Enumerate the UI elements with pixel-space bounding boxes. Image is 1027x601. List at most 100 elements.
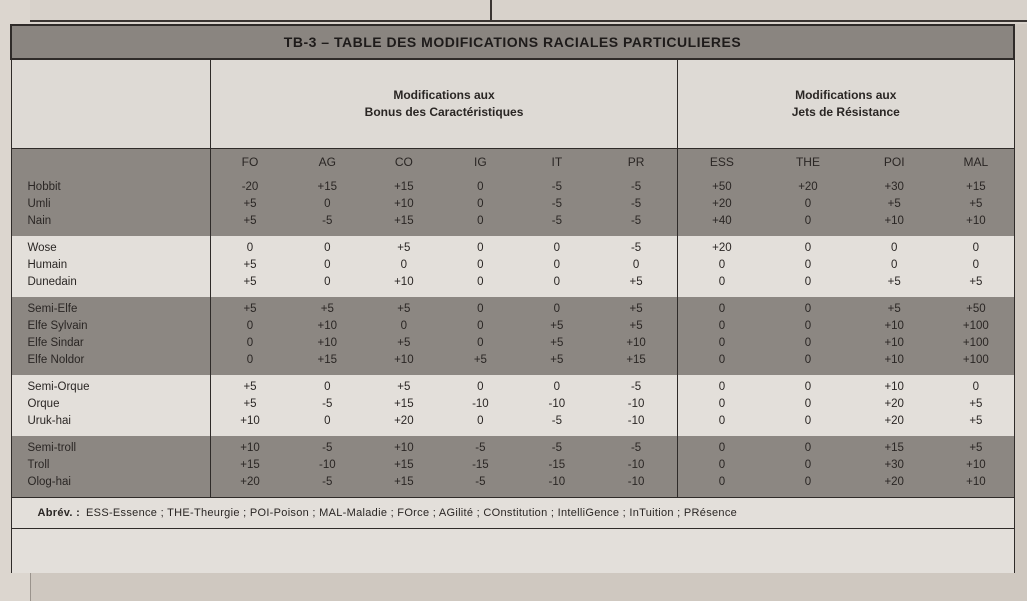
modifier-value: +10 <box>394 354 414 366</box>
modifier-cell-pr: -5 -5 -5 <box>595 175 677 236</box>
race-names: Semi-Elfe Elfe Sylvain Elfe Sindar Elfe Nol… <box>10 297 211 375</box>
modifier-value: -5 <box>322 398 333 410</box>
modifier-cell-ag: +5 +10 +10 +15 <box>289 297 366 375</box>
modifier-value: -5 <box>630 215 642 227</box>
modifier-value: 0 <box>632 259 640 271</box>
modifier-cell-mal: +5 +10 +10 <box>938 436 1015 498</box>
modifier-cell-ig: 0 0 0 +5 <box>442 297 518 375</box>
modifier-cell-ag: 0 0 0 <box>289 236 366 297</box>
race-name: Elfe Noldor <box>27 354 85 366</box>
modifier-value: -5 <box>322 215 333 227</box>
modifier-value: +5 <box>397 381 411 393</box>
modifier-value: -10 <box>627 415 645 427</box>
modifier-value: 0 <box>477 337 484 349</box>
modifier-value: 0 <box>804 276 812 288</box>
modifier-cell-poi: 0 0 +5 <box>850 236 938 297</box>
modifier-cell-ag: 0 -5 0 <box>289 375 366 436</box>
modifier-value: -5 <box>630 181 642 193</box>
modifier-cell-it: 0 +5 +5 +5 <box>519 297 595 375</box>
modifier-value: +20 <box>798 181 818 193</box>
modifier-value: 0 <box>477 242 484 254</box>
modifier-value: 0 <box>972 259 980 271</box>
modifier-value: +20 <box>884 415 904 427</box>
modifier-value: +15 <box>394 476 414 488</box>
modifier-value: -5 <box>551 181 562 193</box>
modifier-value: 0 <box>804 320 812 332</box>
modifier-value: +10 <box>240 415 260 427</box>
modifier-value: 0 <box>718 320 726 332</box>
modifier-cell-it: -5 -15 -10 <box>519 436 595 498</box>
race-name: Semi-Elfe <box>27 303 78 315</box>
group1-line2: Bonus des Caractéristiques <box>364 105 524 119</box>
modifier-value: 0 <box>324 381 331 393</box>
modifier-value: +10 <box>394 276 414 288</box>
modifier-value: +5 <box>243 276 257 288</box>
modifier-value: 0 <box>804 303 812 315</box>
modifier-value: 0 <box>804 381 812 393</box>
modifier-value: -5 <box>630 242 642 254</box>
modifier-value: 0 <box>804 415 812 427</box>
modifier-cell-fo: -20 +5 +5 <box>211 175 290 236</box>
race-name: Semi-Orque <box>27 381 90 393</box>
race-names: Wose Humain Dunedain <box>10 236 211 297</box>
modifier-cell-poi: +10 +20 +20 <box>850 375 938 436</box>
modifier-value: +20 <box>884 476 904 488</box>
modifier-value: +10 <box>884 381 904 393</box>
modifier-value: -5 <box>630 198 642 210</box>
modifier-value: +15 <box>394 398 414 410</box>
modifier-value: +30 <box>884 459 904 471</box>
modifier-value: +40 <box>712 215 732 227</box>
modifier-cell-the: 0 0 0 <box>766 236 850 297</box>
column-header-ig: IG <box>442 148 519 175</box>
modifier-value: 0 <box>718 476 726 488</box>
modifier-value: 0 <box>553 303 561 315</box>
modifier-cell-pr: +5 +5 +10 +15 <box>595 297 677 375</box>
race-group-row: Semi-Orque Orque Uruk-hai +5 +5 +10 0 -5 0 +5 +15 +… <box>10 375 1015 436</box>
modifier-value: 0 <box>804 442 812 454</box>
modifier-cell-mal: +15 +5 +10 <box>938 175 1015 236</box>
modifier-value: 0 <box>477 198 484 210</box>
modifier-value: +5 <box>887 198 901 210</box>
column-header-blank <box>10 148 211 175</box>
modifier-cell-pr: -5 0 +5 <box>595 236 677 297</box>
modifier-value: +5 <box>397 303 411 315</box>
modifier-value: +10 <box>884 215 904 227</box>
modifier-cell-ig: 0 -10 0 <box>442 375 518 436</box>
modifier-value: +5 <box>243 259 257 271</box>
modifier-value: 0 <box>804 242 812 254</box>
modifier-value: +10 <box>966 459 986 471</box>
modifier-value: -20 <box>241 181 259 193</box>
modifier-value: 0 <box>477 381 484 393</box>
modifier-value: +5 <box>243 303 257 315</box>
modifier-value: 0 <box>553 276 561 288</box>
modifier-value: 0 <box>804 198 812 210</box>
modifier-value: -10 <box>627 459 645 471</box>
race-group-row: Semi-Elfe Elfe Sylvain Elfe Sindar Elfe Nol… <box>10 297 1015 375</box>
modifier-value: -10 <box>548 476 566 488</box>
modifier-value: +10 <box>626 337 646 349</box>
modifier-value: 0 <box>553 242 561 254</box>
modifier-value: +5 <box>629 320 643 332</box>
modifier-value: +100 <box>962 354 989 366</box>
modifier-value: 0 <box>553 259 561 271</box>
modifier-value: +100 <box>962 320 989 332</box>
modifier-value: 0 <box>804 398 812 410</box>
modifier-value: 0 <box>246 337 254 349</box>
modifier-cell-ess: +20 0 0 <box>677 236 766 297</box>
modifier-value: 0 <box>324 242 331 254</box>
modifier-cell-the: 0 0 0 0 <box>766 297 850 375</box>
table-sheet: TB-3 – TABLE DES MODIFICATIONS RACIALES … <box>10 24 1027 601</box>
group2-line1: Modifications aux <box>795 88 897 102</box>
race-names: Semi-troll Troll Olog-hai <box>10 436 211 498</box>
racial-modifications-table: TB-3 – TABLE DES MODIFICATIONS RACIALES … <box>10 24 1015 573</box>
group-header-resistance: Modifications aux Jets de Résistance <box>677 58 1015 149</box>
modifier-value: 0 <box>972 242 980 254</box>
abbreviations-text: ESS-Essence ; THE-Theurgie ; POI-Poison … <box>86 507 738 519</box>
race-name: Hobbit <box>27 181 61 193</box>
modifier-value: +50 <box>966 303 986 315</box>
modifier-value: 0 <box>890 259 898 271</box>
column-header-mal: MAL <box>938 148 1015 175</box>
modifier-value: +5 <box>969 198 983 210</box>
modifier-value: +10 <box>966 476 986 488</box>
modifier-value: 0 <box>477 303 484 315</box>
